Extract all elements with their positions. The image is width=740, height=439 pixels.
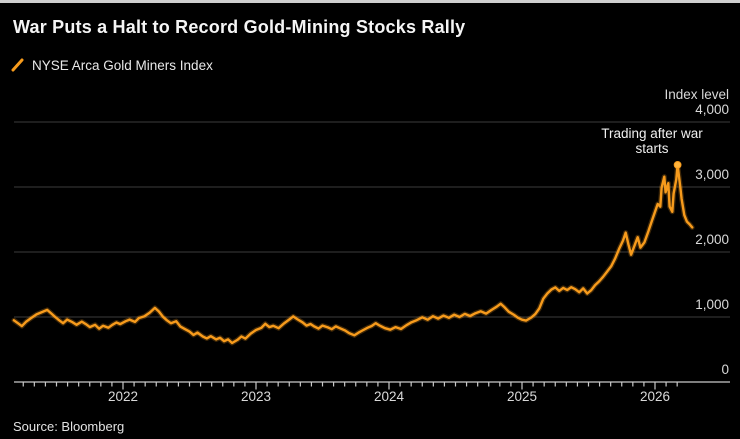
x-tick-label-2024: 2024 bbox=[373, 389, 405, 404]
y-tick-label-4000: 4,000 bbox=[695, 102, 729, 117]
chart-title: War Puts a Halt to Record Gold-Mining St… bbox=[13, 17, 466, 37]
y-axis-title: Index level bbox=[664, 87, 729, 102]
war-annotation: Trading after war starts bbox=[601, 126, 703, 156]
legend-series-label: NYSE Arca Gold Miners Index bbox=[32, 57, 213, 73]
y-tick-label-1000: 1,000 bbox=[695, 297, 729, 312]
y-tick-label-3000: 3,000 bbox=[695, 167, 729, 182]
y-tick-label-2000: 2,000 bbox=[695, 232, 729, 247]
source-credit: Source: Bloomberg bbox=[13, 419, 125, 434]
x-tick-label-2026: 2026 bbox=[639, 389, 671, 404]
y-tick-label-0: 0 bbox=[721, 362, 729, 377]
top-border bbox=[0, 0, 740, 3]
x-tick-label-2023: 2023 bbox=[240, 389, 272, 404]
legend-slash-icon bbox=[11, 58, 24, 72]
legend: NYSE Arca Gold Miners Index bbox=[11, 57, 213, 73]
x-tick-label-2025: 2025 bbox=[506, 389, 538, 404]
x-tick-label-2022: 2022 bbox=[107, 389, 139, 404]
